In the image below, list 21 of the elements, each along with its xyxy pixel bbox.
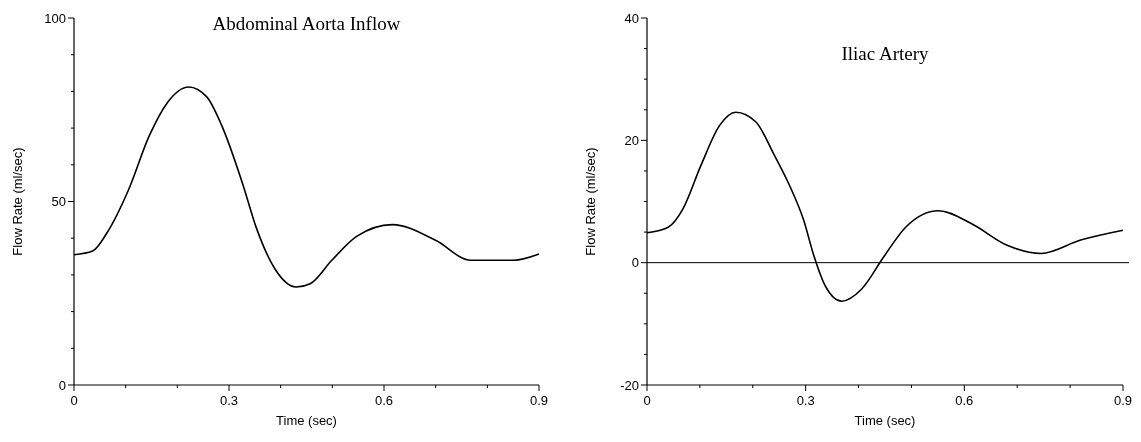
x-tick-label: 0 — [643, 393, 651, 408]
x-tick-label: 0.3 — [796, 393, 815, 408]
chart-title: Abdominal Aorta Inflow — [212, 13, 401, 34]
x-tick-label: 0.9 — [1113, 393, 1133, 408]
x-tick-label: 0.6 — [955, 393, 974, 408]
text: Iliac Artery — [841, 43, 930, 64]
x-tick-label: 0.9 — [529, 393, 549, 408]
y-tick-label: 0 — [58, 377, 66, 393]
y-tick-label: 0 — [631, 255, 639, 271]
x-axis-title: Time (sec) — [854, 413, 916, 428]
x-tick-label: 0.6 — [374, 393, 394, 408]
x-tick-label: 0.3 — [219, 393, 239, 408]
y-tick-label: 50 — [51, 194, 66, 210]
x-axis-title: Time (sec) — [276, 413, 337, 428]
y-tick-label: 40 — [624, 10, 639, 26]
y-axis-title: Flow Rate (ml/sec) — [583, 147, 598, 256]
y-axis-title: Flow Rate (ml/sec) — [10, 147, 25, 256]
y-tick-label: -20 — [620, 377, 639, 393]
x-tick-label: 0 — [70, 393, 78, 408]
y-tick-label: 100 — [44, 10, 66, 26]
y-tick-label: 20 — [624, 132, 639, 148]
